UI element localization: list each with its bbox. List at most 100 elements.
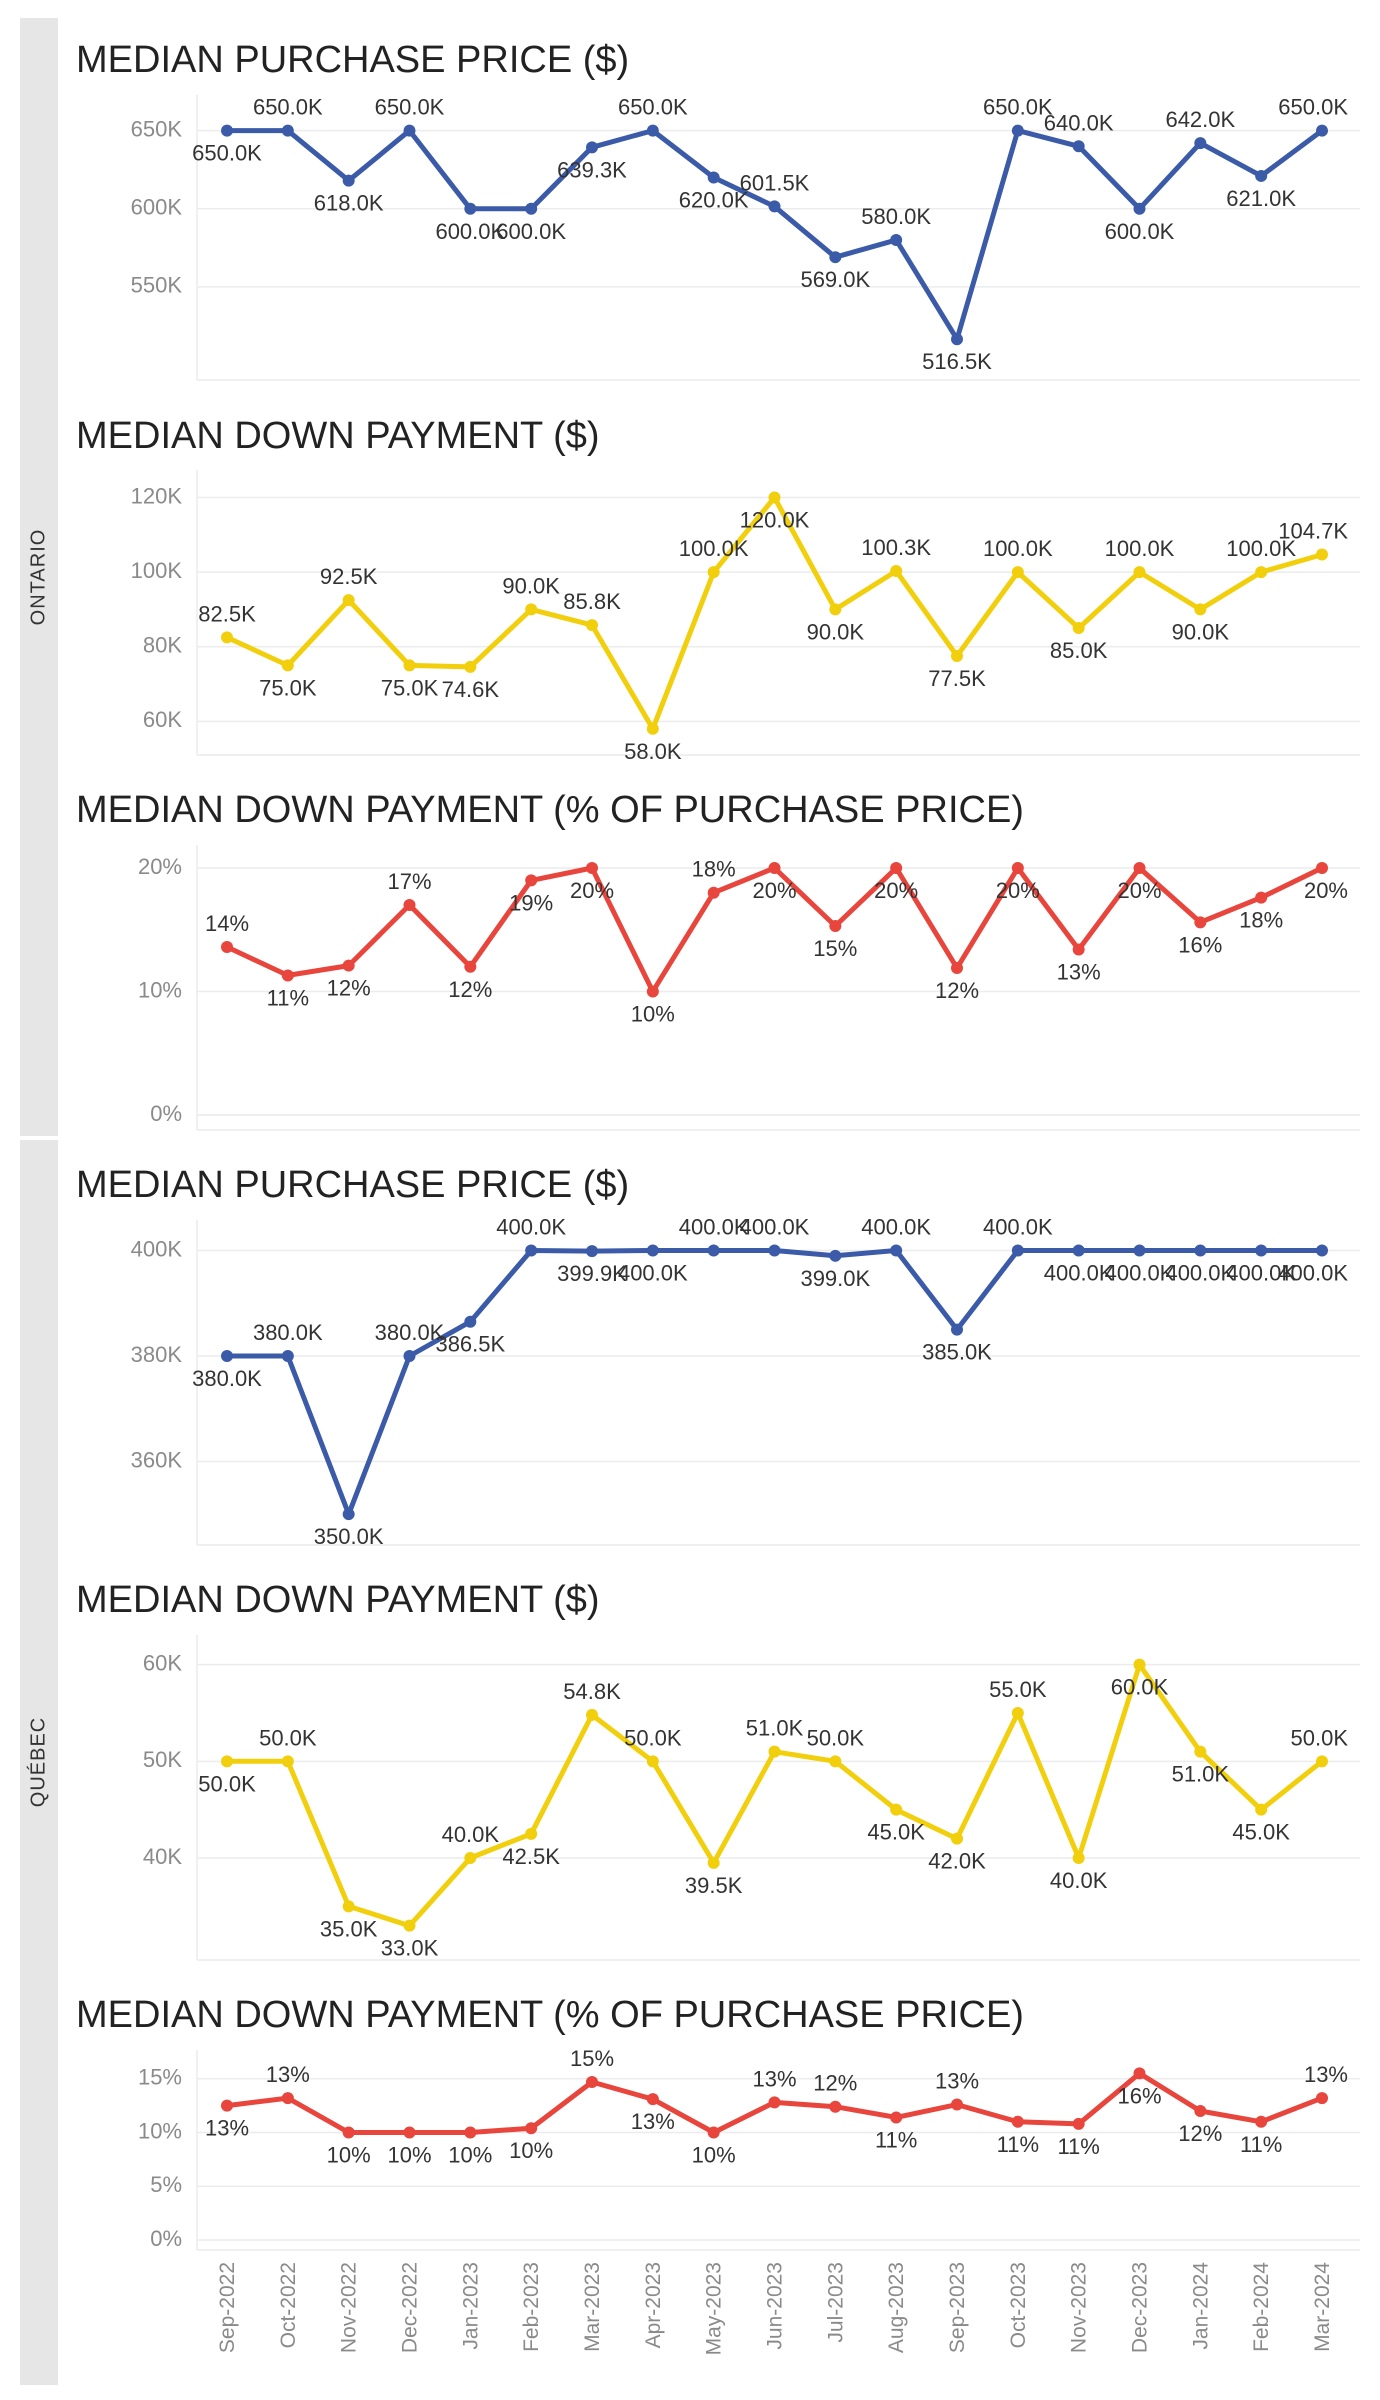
data-label: 14% [205, 911, 249, 936]
x-tick-label: Feb-2023 [520, 2262, 543, 2352]
data-label: 650.0K [1278, 95, 1348, 120]
data-label: 82.5K [198, 601, 256, 626]
data-point [1316, 548, 1328, 561]
data-point [1194, 137, 1207, 150]
data-point [1072, 1852, 1085, 1864]
data-point [829, 1755, 842, 1768]
data-point [586, 141, 598, 154]
data-point [646, 985, 659, 998]
data-point [342, 1900, 355, 1913]
data-point [281, 2092, 294, 2105]
y-tick-label: 100K [131, 558, 183, 583]
y-tick-label: 360K [131, 1447, 183, 1472]
data-point [1133, 1658, 1146, 1671]
data-label: 618.0K [314, 191, 384, 216]
data-point [1316, 124, 1328, 137]
data-label: 13% [1057, 960, 1101, 985]
data-label: 13% [935, 2069, 979, 2094]
data-label: 380.0K [253, 1320, 323, 1345]
data-label: 621.0K [1226, 186, 1296, 211]
x-tick-label: Jun-2023 [764, 2262, 787, 2350]
data-label: 400.0K [1105, 1261, 1175, 1286]
y-tick-label: 10% [138, 977, 182, 1002]
data-point [525, 1244, 538, 1257]
data-point [646, 1244, 659, 1257]
data-label: 20% [752, 878, 796, 903]
data-label: 20% [1117, 878, 1161, 903]
data-point [1072, 622, 1085, 635]
x-tick-label: Dec-2023 [1129, 2262, 1152, 2353]
data-label: 642.0K [1165, 107, 1235, 132]
data-label: 45.0K [867, 1820, 925, 1845]
data-label: 10% [631, 1002, 675, 1027]
data-label: 54.8K [563, 1679, 621, 1704]
data-point [1072, 943, 1085, 956]
data-point [829, 920, 842, 933]
data-label: 18% [1239, 908, 1283, 933]
data-point [464, 960, 477, 973]
data-point [1255, 169, 1268, 182]
data-label: 10% [509, 2138, 553, 2163]
data-label: 74.6K [442, 677, 500, 702]
data-label: 60.0K [1111, 1675, 1169, 1700]
data-label: 13% [1304, 2062, 1348, 2087]
data-point [1255, 891, 1268, 904]
data-point [707, 566, 720, 579]
data-label: 650.0K [192, 141, 262, 166]
data-point [221, 2099, 233, 2112]
x-tick-label: Dec-2022 [399, 2262, 422, 2353]
data-point [403, 2126, 416, 2139]
data-point [586, 2075, 598, 2088]
x-tick-label: Aug-2023 [885, 2262, 908, 2353]
region-label-quebec: QUÉBEC [26, 1717, 49, 1807]
data-point [707, 1856, 720, 1869]
data-point [829, 1249, 842, 1262]
data-label: 12% [448, 977, 492, 1002]
y-tick-label: 550K [131, 273, 183, 298]
data-label: 400.0K [496, 1215, 566, 1240]
data-label: 33.0K [381, 1936, 439, 1961]
data-label: 120.0K [740, 507, 810, 532]
data-point [1011, 1244, 1024, 1257]
data-point [1072, 2117, 1085, 2130]
data-label: 650.0K [253, 95, 323, 120]
data-point [951, 333, 963, 346]
data-point [464, 1852, 477, 1864]
data-label: 50.0K [624, 1725, 682, 1750]
region-band-ontario [20, 18, 58, 1136]
data-label: 650.0K [983, 95, 1053, 120]
data-label: 400.0K [1165, 1261, 1235, 1286]
data-label: 45.0K [1232, 1820, 1290, 1845]
data-point [768, 491, 781, 504]
y-tick-label: 15% [138, 2065, 182, 2090]
data-label: 20% [1304, 878, 1348, 903]
x-tick-label: Apr-2023 [642, 2262, 665, 2348]
data-point [1316, 1244, 1328, 1257]
data-point [221, 631, 233, 644]
data-label: 100.0K [679, 536, 749, 561]
data-point [221, 1350, 233, 1362]
data-point [1072, 140, 1085, 153]
data-point [403, 1919, 416, 1932]
data-label: 90.0K [502, 573, 560, 598]
x-tick-label: Oct-2022 [277, 2262, 300, 2348]
data-point [768, 200, 781, 213]
data-point [1316, 2092, 1328, 2105]
data-point [890, 2111, 903, 2124]
data-label: 17% [387, 869, 431, 894]
data-label: 100.0K [1226, 536, 1296, 561]
data-label: 11% [997, 2132, 1039, 2157]
data-point [221, 941, 233, 954]
region-label-ontario: ONTARIO [27, 529, 49, 626]
data-label: 15% [813, 936, 857, 961]
data-point [890, 862, 903, 874]
data-label: 42.5K [502, 1844, 560, 1869]
data-point [586, 1708, 598, 1721]
data-label: 640.0K [1044, 110, 1114, 135]
data-label: 100.0K [1105, 536, 1175, 561]
data-point [1255, 566, 1268, 579]
data-label: 100.3K [861, 535, 931, 560]
data-point [951, 1323, 963, 1336]
data-point [707, 1244, 720, 1257]
